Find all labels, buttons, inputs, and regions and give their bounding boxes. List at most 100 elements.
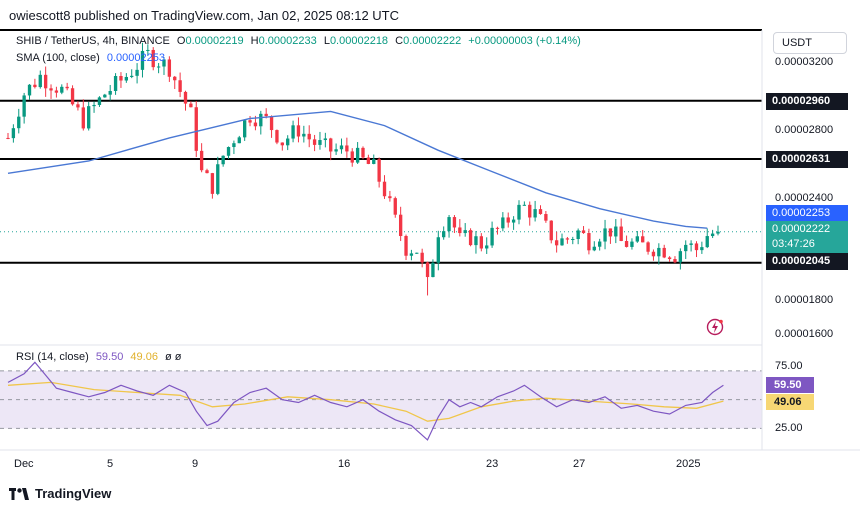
high-value: 0.00002233 bbox=[258, 35, 317, 47]
candle-body bbox=[210, 173, 215, 194]
candle-body bbox=[242, 120, 247, 138]
candle-body bbox=[372, 159, 376, 164]
flash-icon[interactable] bbox=[706, 318, 724, 336]
candle-body bbox=[199, 150, 204, 171]
candle-body bbox=[49, 88, 53, 91]
candle-body bbox=[533, 209, 537, 218]
currency-selector[interactable]: USDT bbox=[773, 32, 847, 54]
candle-body bbox=[194, 107, 198, 151]
candle-body bbox=[705, 236, 709, 248]
candle-body bbox=[38, 74, 42, 88]
tradingview-logo-icon bbox=[9, 487, 29, 500]
candle-body bbox=[232, 143, 236, 148]
horizontal-levels[interactable] bbox=[0, 29, 762, 264]
candle-body bbox=[608, 228, 613, 237]
low-label: L bbox=[323, 35, 330, 47]
candle-body bbox=[269, 116, 274, 131]
candle-body bbox=[183, 91, 188, 104]
candle-body bbox=[495, 227, 500, 229]
candle-body bbox=[151, 49, 155, 68]
rsi-legend[interactable]: RSI (14, close) 59.50 49.06 ø ø bbox=[16, 351, 182, 363]
candle-body bbox=[329, 138, 333, 152]
candle-body bbox=[65, 86, 69, 89]
candle-body bbox=[146, 49, 150, 51]
sma-price-tag: 0.00002253 bbox=[766, 205, 848, 222]
candle-body bbox=[167, 59, 172, 77]
candle-body bbox=[70, 88, 75, 105]
candle-body bbox=[560, 238, 564, 246]
brand[interactable]: TradingView bbox=[9, 486, 111, 501]
candle-body bbox=[673, 259, 677, 263]
publish-info: owiescott8 published on TradingView.com,… bbox=[9, 8, 399, 23]
candle-body bbox=[97, 97, 102, 105]
rsi-value: 59.50 bbox=[95, 351, 124, 363]
candle-body bbox=[667, 257, 672, 260]
candle-body bbox=[130, 75, 134, 77]
candle-body bbox=[17, 116, 21, 129]
candle-body bbox=[22, 95, 26, 117]
candle-body bbox=[447, 217, 451, 232]
candle-body bbox=[517, 204, 521, 220]
current-price: 0.00002222 bbox=[772, 223, 831, 235]
candle-body bbox=[361, 147, 365, 158]
candle-body bbox=[506, 217, 510, 223]
candlestick-series[interactable] bbox=[6, 42, 720, 296]
high-label: H bbox=[250, 35, 259, 47]
price-tick: 0.00003200 bbox=[775, 56, 834, 68]
candle-body bbox=[33, 84, 37, 88]
currency-label: USDT bbox=[782, 37, 812, 49]
candle-body bbox=[468, 230, 473, 246]
candle-body bbox=[630, 241, 634, 247]
candle-body bbox=[140, 50, 145, 70]
candle-body bbox=[76, 104, 80, 108]
rsi-lines[interactable] bbox=[7, 361, 724, 441]
candle-body bbox=[178, 80, 182, 92]
candle-body bbox=[662, 247, 666, 258]
candle-body bbox=[538, 209, 543, 215]
rsi-ma-value: 49.06 bbox=[130, 351, 158, 363]
candle-body bbox=[377, 159, 381, 182]
rsi-ma-polyline bbox=[7, 381, 724, 422]
level-tag-resistance-2: 0.00002631 bbox=[766, 151, 848, 168]
candle-body bbox=[323, 138, 328, 141]
rsi-value-tag: 59.50 bbox=[766, 377, 814, 393]
rsi-band bbox=[0, 370, 762, 429]
candle-body bbox=[657, 247, 661, 257]
time-tick: 2025 bbox=[676, 458, 701, 470]
level-tag-resistance-1: 0.00002960 bbox=[766, 93, 848, 110]
candle-body bbox=[479, 236, 484, 249]
candle-body bbox=[296, 125, 301, 137]
candle-body bbox=[81, 107, 85, 129]
price-tick: 0.00001600 bbox=[775, 328, 834, 340]
candle-body bbox=[420, 252, 424, 263]
candle-body bbox=[226, 147, 231, 156]
candle-body bbox=[624, 240, 629, 247]
candle-body bbox=[587, 233, 591, 251]
candle-body bbox=[415, 252, 419, 254]
brand-name: TradingView bbox=[35, 486, 112, 501]
candle-body bbox=[248, 120, 252, 123]
price-tick: 0.00002800 bbox=[775, 124, 834, 136]
sma-value: 0.00002253 bbox=[106, 52, 165, 64]
sma-line[interactable] bbox=[7, 110, 708, 229]
sma-legend[interactable]: SMA (100, close) 0.00002253 bbox=[16, 52, 165, 64]
candle-body bbox=[651, 251, 656, 257]
candle-body bbox=[393, 198, 397, 215]
candle-body bbox=[237, 137, 241, 144]
symbol-label[interactable]: SHIB / TetherUS, 4h, BINANCE bbox=[16, 35, 170, 47]
candle-body bbox=[173, 76, 177, 81]
candle-body bbox=[291, 125, 295, 139]
candle-body bbox=[124, 76, 129, 81]
candle-body bbox=[436, 237, 440, 263]
time-tick: 16 bbox=[338, 458, 351, 470]
time-tick: 9 bbox=[192, 458, 199, 470]
candle-body bbox=[409, 253, 414, 256]
candle-body bbox=[592, 246, 596, 251]
candle-body bbox=[259, 113, 263, 127]
candle-body bbox=[404, 236, 408, 256]
rsi-extra: ø ø bbox=[165, 351, 182, 363]
candle-body bbox=[641, 236, 645, 243]
candle-body bbox=[565, 238, 570, 240]
candle-body bbox=[264, 113, 268, 117]
